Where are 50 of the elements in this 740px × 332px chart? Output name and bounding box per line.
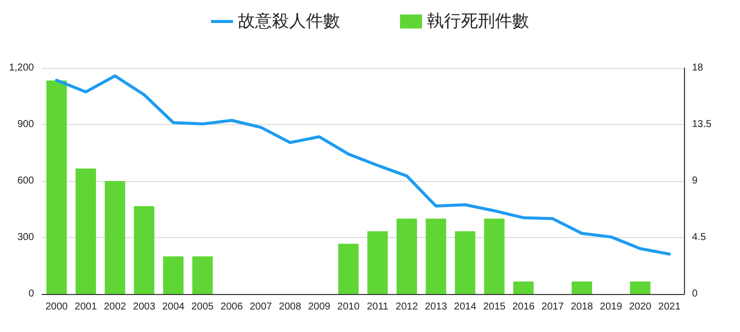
x-tick-label: 2018 [570, 302, 594, 312]
bar [134, 206, 154, 294]
x-tick-label: 2019 [600, 302, 623, 312]
x-tick-label: 2011 [366, 302, 389, 312]
y2-tick-label: 4.5 [692, 232, 706, 243]
x-tick-label: 2009 [308, 302, 331, 312]
bar [76, 168, 96, 294]
bar [163, 256, 184, 294]
x-tick-label: 2006 [220, 302, 244, 312]
x-tick-label: 2020 [629, 302, 652, 312]
bar [630, 281, 650, 294]
y2-tick-label: 0 [692, 288, 698, 300]
y-tick-label: 1,200 [8, 62, 34, 74]
x-tick-label: 2016 [512, 302, 536, 312]
x-tick-label: 2007 [250, 302, 272, 312]
y2-tick-label: 13.5 [692, 119, 712, 130]
bar [454, 231, 476, 294]
x-tick-label: 2021 [658, 302, 681, 312]
line-series [55, 74, 671, 256]
legend-label: 執行死刑件數 [427, 12, 529, 32]
x-tick-label: 2005 [191, 302, 214, 312]
x-tick-label: 2012 [396, 302, 418, 312]
y2-tick-label: 18 [692, 62, 704, 74]
x-tick-label: 2010 [337, 302, 360, 312]
y-tick-label: 0 [28, 288, 34, 300]
bar [572, 281, 592, 294]
x-tick-label: 2017 [542, 302, 564, 312]
bar [513, 281, 534, 294]
bar [46, 80, 67, 294]
bar [104, 181, 126, 294]
y-tick-label: 300 [17, 232, 34, 243]
bar [396, 218, 417, 294]
y2-tick-label: 9 [692, 176, 698, 186]
x-tick-label: 2003 [133, 302, 156, 312]
x-tick-label: 2008 [278, 302, 302, 312]
bar [426, 218, 446, 294]
y-tick-label: 600 [17, 176, 34, 186]
x-tick-label: 2002 [104, 302, 127, 312]
y-tick-label: 900 [17, 119, 34, 130]
x-tick-label: 2000 [45, 302, 68, 312]
legend-label: 故意殺人件數 [238, 12, 340, 32]
x-tick-label: 2014 [454, 302, 477, 312]
x-tick-label: 2001 [74, 302, 98, 312]
bar [338, 244, 359, 294]
x-tick-label: 2015 [483, 302, 506, 312]
bar [484, 218, 505, 294]
bar [192, 256, 213, 294]
x-tick-label: 2013 [424, 302, 448, 312]
x-tick-label: 2004 [162, 302, 185, 312]
bar [367, 231, 388, 294]
